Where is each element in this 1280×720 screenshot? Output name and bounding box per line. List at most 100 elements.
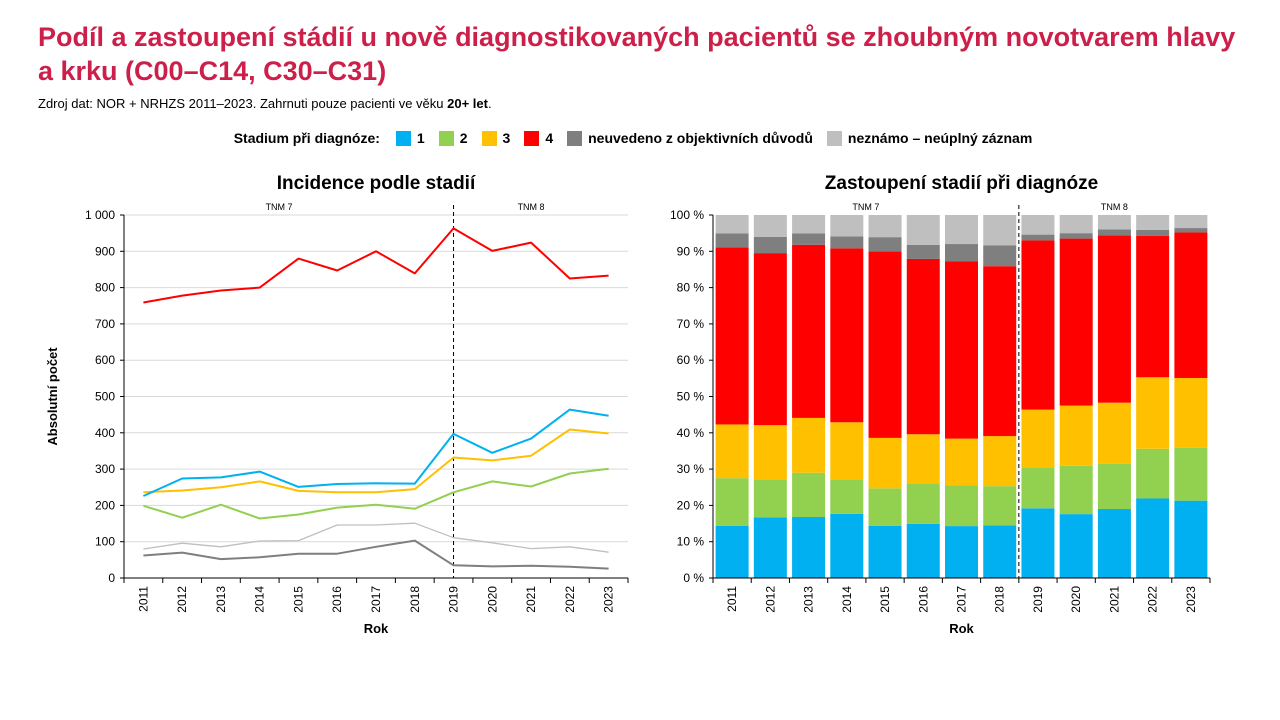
y-tick-label: 60 % — [677, 353, 705, 367]
x-tick-label: 2018 — [408, 586, 422, 613]
x-tick-label: 2014 — [253, 586, 267, 613]
stacked-bar-segment — [792, 472, 826, 518]
stacked-bar-segment — [1097, 229, 1131, 236]
legend-label: 2 — [459, 130, 468, 146]
x-tick-label: 2016 — [916, 586, 930, 613]
stacked-bar-segment — [830, 215, 864, 237]
y-tick-label: 80 % — [677, 281, 705, 295]
stacked-bar-segment — [1136, 235, 1170, 378]
stacked-bar-segment — [1174, 232, 1208, 378]
chart-title: Zastoupení stadií při diagnóze — [825, 173, 1098, 194]
legend-swatch — [481, 130, 497, 146]
x-tick-label: 2013 — [802, 586, 816, 613]
x-tick-label: 2014 — [840, 586, 854, 613]
stacked-bar-segment — [715, 478, 749, 526]
x-tick-label: 2022 — [563, 586, 577, 613]
stacked-bar-segment — [983, 436, 1017, 487]
stacked-bar-segment — [906, 244, 940, 259]
stacked-bar-segment — [868, 437, 902, 489]
x-tick-label: 2020 — [485, 586, 499, 613]
tnm7-annotation: TNM 7 — [852, 202, 879, 212]
x-tick-label: 2022 — [1146, 586, 1160, 613]
stacked-bar-segment — [983, 266, 1017, 437]
x-axis-title: Rok — [949, 621, 974, 636]
y-tick-label: 200 — [95, 498, 115, 512]
x-tick-label: 2020 — [1069, 586, 1083, 613]
y-tick-label: 700 — [95, 317, 115, 331]
stacked-bar-segment — [868, 237, 902, 252]
x-tick-label: 2012 — [175, 586, 189, 613]
y-tick-label: 900 — [95, 244, 115, 258]
stacked-bar-segment — [945, 438, 978, 486]
stacked-bar-segment — [830, 236, 864, 249]
stacked-bar-segment — [983, 245, 1017, 267]
stage-legend: Stadium při diagnóze: 1 2 3 4 neuvedeno … — [0, 128, 1280, 148]
stacked-bar-segment — [945, 485, 978, 527]
stacked-bar-segment — [1174, 228, 1208, 233]
x-tick-label: 2017 — [955, 586, 969, 613]
stacked-bar-segment — [906, 523, 940, 578]
stacked-bar-segment — [868, 525, 902, 578]
stacked-bar-segment — [753, 425, 787, 480]
stacked-bar-segment — [792, 244, 826, 418]
x-tick-label: 2015 — [878, 586, 892, 613]
x-axis-title: Rok — [364, 621, 389, 636]
stacked-bar-segment — [1174, 447, 1208, 501]
legend-item-unknown: neznámo – neúplný záznam — [826, 130, 1032, 146]
stacked-bar-segment — [753, 215, 787, 237]
stacked-bar-segment — [868, 215, 902, 238]
series-line — [143, 428, 609, 494]
stacked-bar-segment — [1021, 215, 1055, 235]
stacked-bar-segment — [715, 525, 749, 578]
x-tick-label: 2017 — [369, 586, 383, 613]
y-tick-label: 1 000 — [85, 208, 115, 222]
stacked-bar-segment — [1021, 508, 1055, 578]
stacked-bar-segment — [868, 488, 902, 526]
tnm7-annotation: TNM 7 — [266, 202, 293, 212]
stacked-bar-segment — [1136, 448, 1170, 499]
stacked-bar-segment — [792, 417, 826, 473]
legend-label: 4 — [545, 130, 554, 146]
legend-item-stage-3: 3 — [481, 130, 510, 146]
stacked-bar-segment — [792, 215, 826, 234]
stacked-bar-segment — [1097, 463, 1131, 510]
stacked-bar-segment — [945, 261, 978, 439]
stacked-bar-segment — [1021, 234, 1055, 241]
legend-item-stage-2: 2 — [438, 130, 468, 146]
series-line — [142, 408, 609, 497]
stacked-bar-segment — [906, 483, 940, 524]
stacked-bar-segment — [1174, 215, 1208, 229]
stacked-bar-segment — [792, 517, 826, 578]
legend-item-not-stated: neuvedeno z objektivních důvodů — [567, 130, 813, 146]
stacked-bar-segment — [1136, 215, 1170, 230]
stacked-bar-segment — [945, 526, 978, 578]
stacked-bar-segment — [715, 247, 749, 425]
stacked-bar-segment — [945, 215, 978, 245]
y-tick-label: 90 % — [677, 244, 705, 258]
y-tick-label: 70 % — [677, 317, 705, 331]
stacked-bar-segment — [983, 486, 1017, 526]
y-tick-label: 400 — [95, 426, 115, 440]
legend-label: 1 — [416, 130, 425, 146]
y-tick-label: 40 % — [677, 426, 705, 440]
source-suffix: . — [487, 96, 492, 111]
stacked-bar-segment — [906, 215, 940, 245]
y-tick-label: 30 % — [677, 462, 705, 476]
legend-item-stage-1: 1 — [395, 130, 425, 146]
x-tick-label: 2015 — [291, 586, 305, 613]
series-line — [143, 227, 609, 304]
stacked-bar-segment — [753, 517, 787, 578]
stacked-bar-segment — [753, 236, 787, 254]
x-tick-label: 2011 — [136, 586, 150, 612]
stacked-bar-segment — [1097, 215, 1131, 230]
chart-title: Incidence podle stadií — [277, 173, 476, 194]
x-tick-label: 2013 — [214, 586, 228, 613]
x-tick-label: 2018 — [993, 586, 1007, 613]
legend-title: Stadium při diagnóze: — [233, 130, 380, 146]
y-tick-label: 100 — [95, 535, 115, 549]
legend-item-stage-4: 4 — [524, 130, 553, 146]
stacked-bar-segment — [1021, 240, 1055, 410]
stacked-bar-segment — [983, 215, 1017, 246]
stacked-bar-segment — [1059, 215, 1093, 234]
